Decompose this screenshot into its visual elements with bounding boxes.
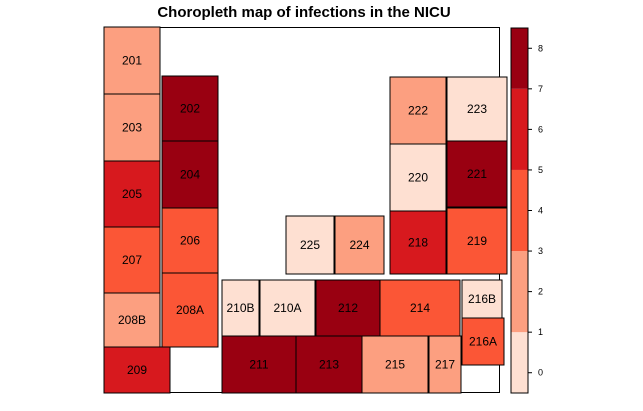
room-label: 225 [300, 238, 320, 252]
room-label: 208B [118, 313, 146, 327]
room-cell [446, 207, 508, 275]
room-201: 201 [103, 26, 161, 95]
legend-tick-label: 5 [538, 165, 543, 175]
legend-tick-label: 2 [538, 287, 543, 297]
room-cell [389, 210, 447, 275]
room-224: 224 [334, 215, 385, 275]
room-cell [103, 26, 161, 95]
room-204: 204 [161, 140, 219, 209]
room-cell [221, 335, 297, 394]
room-label: 210A [273, 301, 301, 315]
room-label: 224 [349, 238, 369, 252]
room-cell [428, 335, 462, 394]
room-219: 219 [446, 207, 508, 275]
room-cell [461, 279, 503, 319]
room-label: 212 [338, 301, 358, 315]
room-203: 203 [103, 93, 161, 162]
legend-bin-2-3 [511, 251, 528, 333]
room-210a: 210A [259, 279, 316, 337]
room-215: 215 [361, 335, 429, 394]
room-223: 223 [446, 76, 508, 142]
room-cell [295, 335, 363, 394]
legend-tick-label: 7 [538, 84, 543, 94]
room-206: 206 [161, 207, 219, 274]
room-cell [161, 272, 219, 348]
legend-tick-label: 4 [538, 206, 543, 216]
room-cell [446, 140, 508, 208]
room-label: 222 [408, 104, 428, 118]
room-cell [315, 279, 381, 337]
room-cell [259, 279, 316, 337]
room-cell [334, 215, 385, 275]
room-cell [389, 143, 447, 212]
room-cell [103, 346, 171, 394]
room-label: 219 [467, 234, 487, 248]
room-208a: 208A [161, 272, 219, 348]
room-211: 211 [221, 335, 297, 394]
room-label: 216B [468, 292, 496, 306]
legend-tick-label: 0 [538, 368, 543, 378]
legend-bin-8 [511, 28, 528, 89]
legend-tick-label: 8 [538, 43, 543, 53]
room-225: 225 [285, 215, 335, 275]
room-222: 222 [389, 76, 447, 145]
legend-bin-6-7 [511, 88, 528, 170]
room-cell [361, 335, 429, 394]
room-label: 215 [385, 358, 405, 372]
room-cell [446, 76, 508, 142]
room-label: 204 [180, 168, 200, 182]
room-label: 217 [435, 358, 455, 372]
room-label: 208A [176, 303, 204, 317]
room-220: 220 [389, 143, 447, 212]
room-205: 205 [103, 160, 161, 228]
room-cell [103, 292, 161, 348]
room-cell [389, 76, 447, 145]
room-213: 213 [295, 335, 363, 394]
room-218: 218 [389, 210, 447, 275]
room-label: 203 [122, 121, 142, 135]
room-label: 207 [122, 253, 142, 267]
map-title: Choropleth map of infections in the NICU [157, 4, 451, 21]
rooms-layer: 201 202 203 204 205 206 207 208B 208A 209 210B 210A… [103, 26, 508, 394]
room-cell [379, 279, 461, 337]
room-216b: 216B [461, 279, 503, 319]
legend-bin-0-1 [511, 332, 528, 393]
room-cell [103, 226, 161, 294]
legend-bin-4-5 [511, 169, 528, 252]
room-label: 221 [467, 167, 487, 181]
room-label: 214 [410, 301, 430, 315]
room-cell [161, 75, 219, 142]
room-label: 213 [319, 358, 339, 372]
room-221: 221 [446, 140, 508, 208]
room-label: 220 [408, 171, 428, 185]
legend-tick-label: 1 [538, 327, 543, 337]
room-label: 216A [469, 335, 497, 349]
room-216a: 216A [461, 317, 505, 366]
room-214: 214 [379, 279, 461, 337]
room-label: 206 [180, 234, 200, 248]
room-cell [285, 215, 335, 275]
room-217: 217 [428, 335, 462, 394]
room-202: 202 [161, 75, 219, 142]
room-212: 212 [315, 279, 381, 337]
room-208b: 208B [103, 292, 161, 348]
room-label: 223 [467, 102, 487, 116]
legend-tick-label: 3 [538, 246, 543, 256]
room-label: 210B [226, 301, 254, 315]
room-label: 211 [249, 358, 268, 372]
room-label: 205 [122, 187, 142, 201]
room-207: 207 [103, 226, 161, 294]
room-210b: 210B [221, 279, 260, 337]
room-label: 201 [122, 54, 142, 68]
room-label: 218 [408, 236, 428, 250]
room-cell [461, 317, 505, 366]
legend-tick-label: 6 [538, 124, 543, 134]
room-cell [103, 93, 161, 162]
room-label: 209 [127, 363, 147, 377]
room-label: 202 [180, 102, 200, 116]
color-legend: 0 1 2 3 4 5 6 7 8 [510, 27, 543, 394]
room-209: 209 [103, 346, 171, 394]
